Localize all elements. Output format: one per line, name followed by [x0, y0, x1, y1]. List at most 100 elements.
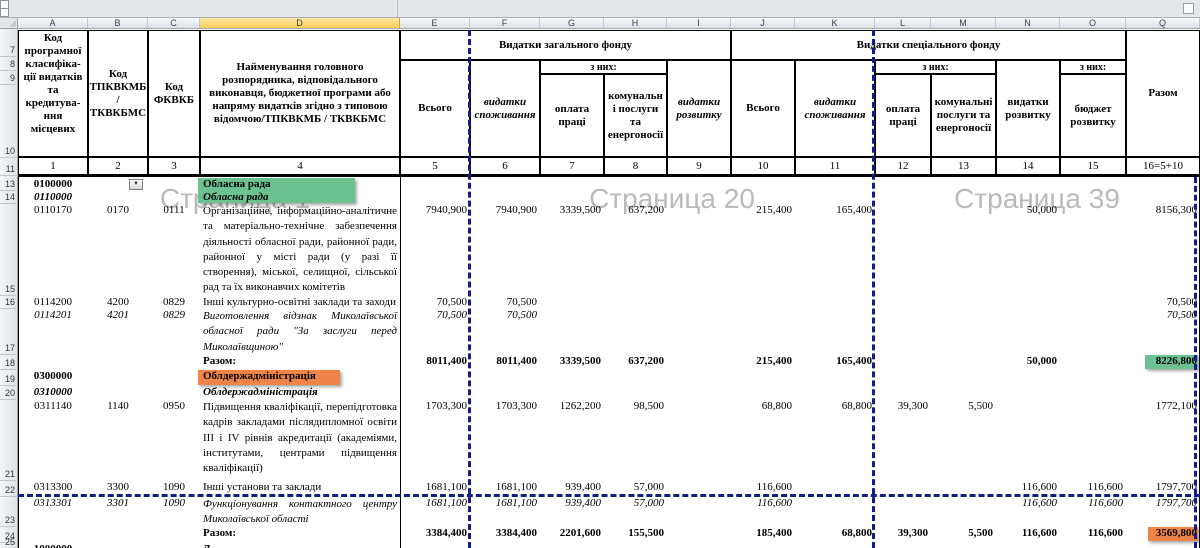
- page-break-vertical-3[interactable]: [1194, 177, 1197, 548]
- numbering-cell-C[interactable]: 3: [148, 157, 200, 175]
- cell-F21[interactable]: 1703,300: [495, 400, 537, 412]
- numbering-cell-M[interactable]: 13: [931, 157, 996, 175]
- cell-A21[interactable]: 0311140: [34, 400, 72, 412]
- row-header-16[interactable]: 16: [4, 297, 15, 307]
- header-cell-razom[interactable]: Разом: [1126, 30, 1200, 157]
- cell-H21[interactable]: 98,500: [633, 400, 664, 412]
- cell-J22[interactable]: 116,600: [756, 481, 792, 493]
- numbering-cell-A[interactable]: 1: [18, 157, 88, 175]
- cell-E23[interactable]: 1681,100: [425, 497, 467, 509]
- cell-K21[interactable]: 68,800: [841, 400, 872, 412]
- col-header-F[interactable]: F: [470, 18, 540, 28]
- split-handle[interactable]: [1183, 3, 1194, 14]
- select-all-corner[interactable]: [0, 18, 18, 29]
- cell-B21[interactable]: 1140: [107, 400, 129, 412]
- numbering-cell-H[interactable]: 8: [604, 157, 667, 175]
- cell-E21[interactable]: 1703,300: [425, 400, 467, 412]
- cell-J24[interactable]: 185,400: [756, 527, 792, 539]
- row-header-13[interactable]: 13: [4, 179, 15, 189]
- numbering-cell-J[interactable]: 10: [731, 157, 795, 175]
- cell-F18[interactable]: 8011,400: [496, 355, 537, 367]
- cell-D24[interactable]: Разом:: [203, 527, 237, 539]
- cell-Q24[interactable]: 3569,800: [1155, 527, 1197, 539]
- cell-A13[interactable]: 0100000: [33, 178, 73, 190]
- cell-Q15[interactable]: 8156,300: [1155, 204, 1197, 216]
- numbering-cell-L[interactable]: 12: [875, 157, 931, 175]
- cell-E18[interactable]: 8011,400: [426, 355, 467, 367]
- row-header-10[interactable]: 10: [4, 146, 15, 156]
- cell-K18[interactable]: 165,400: [836, 355, 872, 367]
- cell-D15[interactable]: Організаційне, інформаційно-аналітичне т…: [203, 205, 397, 294]
- cell-M21[interactable]: 5,500: [968, 400, 993, 412]
- row-header-14[interactable]: 14: [4, 192, 15, 202]
- cell-F23[interactable]: 1681,100: [495, 497, 537, 509]
- cell-D19[interactable]: Облдержадміністрація: [203, 370, 316, 382]
- col-header-B[interactable]: B: [88, 18, 148, 28]
- cell-E24[interactable]: 3384,400: [425, 527, 467, 539]
- cell-Q18[interactable]: 8226,800: [1155, 355, 1197, 367]
- cell-D17[interactable]: Виготовлення відзнак Миколаївської облас…: [203, 310, 397, 353]
- page-break-vertical-2[interactable]: [872, 30, 875, 548]
- col-header-M[interactable]: M: [931, 18, 996, 28]
- cell-L21[interactable]: 39,300: [897, 400, 928, 412]
- numbering-cell-K[interactable]: 11: [795, 157, 875, 175]
- col-header-I[interactable]: I: [667, 18, 731, 28]
- cell-B22[interactable]: 3300: [107, 481, 129, 493]
- numbering-cell-G[interactable]: 7: [540, 157, 604, 175]
- cell-B17[interactable]: 4201: [107, 309, 129, 321]
- cell-D18[interactable]: Разом:: [203, 355, 237, 367]
- cell-G15[interactable]: 3339,500: [559, 204, 601, 216]
- cell-F17[interactable]: 70,500: [506, 309, 537, 321]
- cell-N24[interactable]: 116,600: [1021, 527, 1057, 539]
- cell-B15[interactable]: 0170: [107, 204, 129, 216]
- col-header-L[interactable]: L: [875, 18, 931, 28]
- cell-A20[interactable]: 0310000: [33, 386, 73, 398]
- col-header-K[interactable]: K: [795, 18, 875, 28]
- cell-G21[interactable]: 1262,200: [559, 400, 601, 412]
- cell-A15[interactable]: 0110170: [33, 204, 73, 216]
- cell-H24[interactable]: 155,500: [628, 527, 664, 539]
- cell-Q22[interactable]: 1797,700: [1155, 481, 1197, 493]
- cell-B16[interactable]: 4200: [107, 296, 129, 308]
- cell-H23[interactable]: 57,000: [633, 497, 664, 509]
- header-cell-col_d[interactable]: Найменування головного розпорядника, від…: [200, 30, 400, 157]
- cell-C21[interactable]: 0950: [163, 400, 185, 412]
- cell-B23[interactable]: 3301: [107, 497, 129, 509]
- header-cell-development[interactable]: видатки розвитку: [996, 60, 1060, 157]
- header-cell-group_special[interactable]: Видатки спеціального фонду: [731, 30, 1126, 60]
- col-header-O[interactable]: O: [1060, 18, 1126, 28]
- cell-Q17[interactable]: 70,500: [1166, 309, 1197, 321]
- numbering-cell-E[interactable]: 5: [400, 157, 470, 175]
- row-header-9[interactable]: 9: [9, 73, 15, 83]
- cell-E17[interactable]: 70,500: [436, 309, 467, 321]
- cell-A16[interactable]: 0114200: [33, 296, 73, 308]
- row-header-17[interactable]: 17: [4, 343, 15, 353]
- header-cell-of_which[interactable]: з них:: [875, 60, 996, 74]
- row-header-15[interactable]: 15: [4, 284, 15, 294]
- cell-A19[interactable]: 0300000: [33, 370, 73, 382]
- numbering-cell-D[interactable]: 4: [200, 157, 400, 175]
- cell-O22[interactable]: 116,600: [1087, 481, 1123, 493]
- cell-C23[interactable]: 1090: [163, 497, 185, 509]
- cell-G23[interactable]: 939,400: [565, 497, 601, 509]
- numbering-cell-O[interactable]: 15: [1060, 157, 1126, 175]
- header-cell-utilities[interactable]: комунальні послуги та енергоносії: [604, 74, 667, 157]
- numbering-cell-F[interactable]: 6: [470, 157, 540, 175]
- cell-C22[interactable]: 1090: [163, 481, 185, 493]
- col-header-Q[interactable]: Q: [1126, 18, 1200, 28]
- cell-A14[interactable]: 0110000: [34, 191, 72, 203]
- cell-Q16[interactable]: 70,500: [1166, 296, 1197, 308]
- cell-J15[interactable]: 215,400: [756, 204, 792, 216]
- header-cell-col_c[interactable]: Код ФКВКБ: [148, 30, 200, 157]
- cell-F22[interactable]: 1681,100: [495, 481, 537, 493]
- cell-J21[interactable]: 68,800: [761, 400, 792, 412]
- header-cell-col_b[interactable]: Код ТПКВКМБ / ТКВКБМС: [88, 30, 148, 157]
- cell-H15[interactable]: 637,200: [628, 204, 664, 216]
- cell-N23[interactable]: 116,600: [1022, 497, 1057, 509]
- header-cell-total[interactable]: Всього: [400, 60, 470, 157]
- cell-D13[interactable]: Обласна рада: [203, 178, 271, 190]
- cell-N15[interactable]: 50,000: [1026, 204, 1057, 216]
- header-cell-total[interactable]: Всього: [731, 60, 795, 157]
- cell-D21[interactable]: Підвищення кваліфікації, перепідготовка …: [203, 401, 397, 475]
- col-header-G[interactable]: G: [540, 18, 604, 28]
